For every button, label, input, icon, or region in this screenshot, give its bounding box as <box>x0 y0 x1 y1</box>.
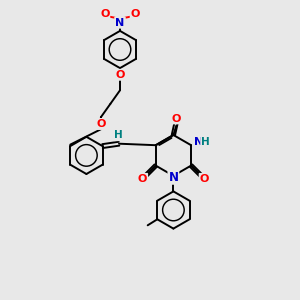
Text: O: O <box>96 119 106 129</box>
Text: N: N <box>116 17 124 28</box>
Text: N: N <box>168 171 178 184</box>
Text: O: O <box>138 174 147 184</box>
Text: H: H <box>114 130 123 140</box>
Text: O: O <box>115 70 125 80</box>
Text: N: N <box>116 17 124 28</box>
Text: O: O <box>96 119 106 129</box>
Text: O: O <box>130 8 140 19</box>
Text: H: H <box>201 136 210 147</box>
Text: O: O <box>100 8 110 19</box>
Text: O: O <box>200 174 209 184</box>
Text: O: O <box>172 113 181 124</box>
Text: N: N <box>194 136 203 147</box>
